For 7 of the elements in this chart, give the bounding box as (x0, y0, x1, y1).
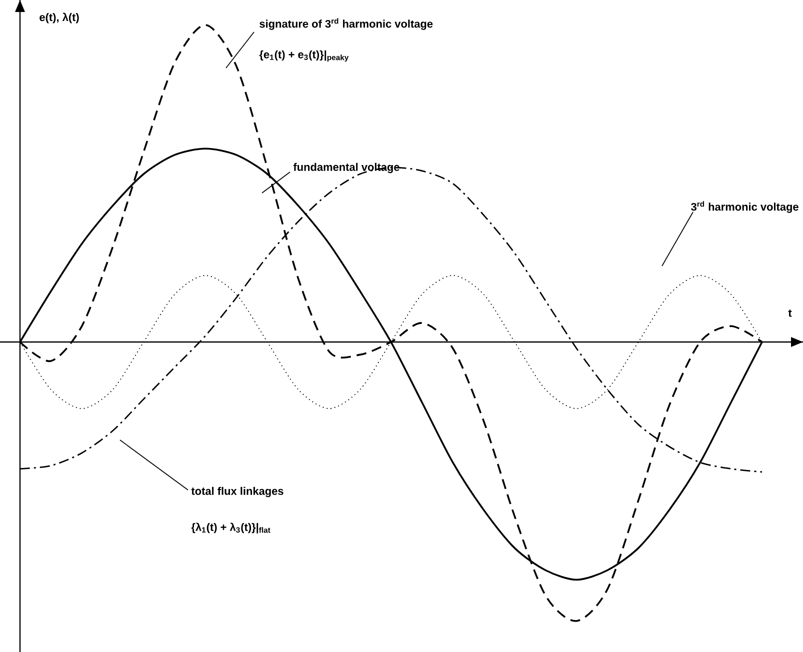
annotation: total flux linkages (191, 486, 284, 498)
annotation: {λ$_{1}$(t) + λ$_{3}$(t)}|$_{flat}$ (191, 522, 270, 534)
x-axis-title: t (788, 310, 792, 317)
annotation: signature of 3$^{rd}$ harmonic voltage (260, 18, 433, 30)
annotation: 3$^{rd}$ harmonic voltage (691, 201, 798, 213)
y-axis-title: e(t), λ(t) (40, 12, 79, 24)
annotation: {e$_{1}$(t) + e$_{3}$(t)}|$_{peaky}$ (259, 50, 349, 62)
